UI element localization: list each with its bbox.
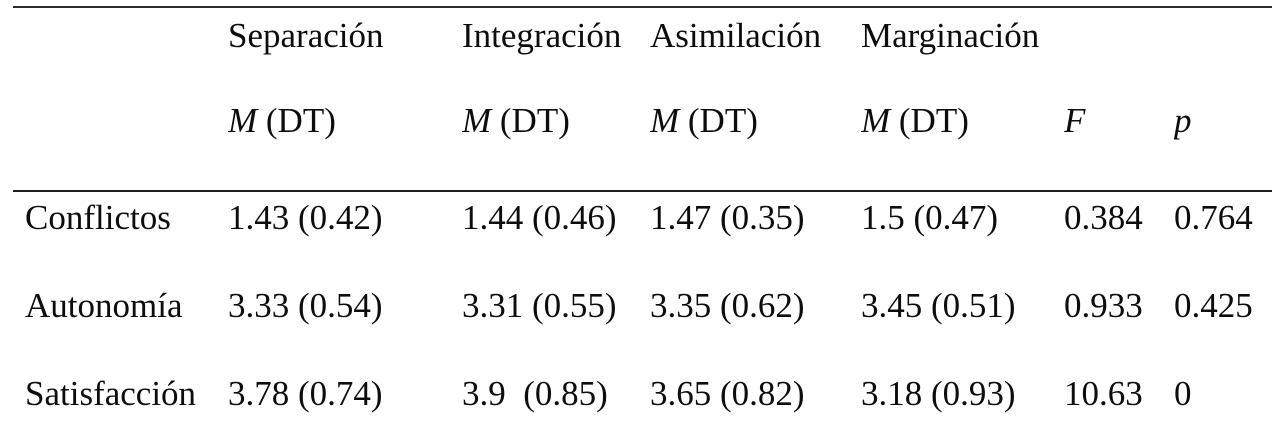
cell-value: 1.47 (0.35): [650, 198, 805, 237]
p-value-symbol: p: [1174, 101, 1192, 140]
column-header-marginacion: Marginación: [861, 16, 1040, 55]
f-statistic-symbol: F: [1064, 101, 1086, 140]
cell-value: 3.18 (0.93): [861, 374, 1016, 413]
stat-header-m-dt: M (DT): [861, 93, 1064, 192]
cell-value: 3.78 (0.74): [228, 374, 383, 413]
stat-header-m-dt: M (DT): [228, 93, 462, 192]
row-label: Satisfacción: [25, 374, 197, 413]
dt-label: (DT): [491, 101, 570, 140]
corner-cell: [13, 7, 228, 93]
cell-value: 3.65 (0.82): [650, 374, 805, 413]
column-header-asimilacion: Asimilación: [650, 16, 822, 55]
row-label: Autonomía: [25, 286, 183, 325]
cell-f-value: 10.63: [1064, 374, 1143, 413]
cell-p-value: 0.764: [1174, 198, 1253, 237]
cell-f-value: 0.933: [1064, 286, 1143, 325]
table-row-conflictos: Conflictos 1.43 (0.42) 1.44 (0.46) 1.47 …: [13, 191, 1272, 280]
cell-p-value: 0.425: [1174, 286, 1253, 325]
mean-symbol: M: [228, 101, 258, 140]
cell-value: 3.45 (0.51): [861, 286, 1016, 325]
table-row-autonomia: Autonomía 3.33 (0.54) 3.31 (0.55) 3.35 (…: [13, 280, 1272, 368]
mean-symbol: M: [462, 101, 492, 140]
dt-label: (DT): [890, 101, 969, 140]
row-label: Conflictos: [25, 198, 171, 237]
cell-value: 3.35 (0.62): [650, 286, 805, 325]
table-row-satisfaccion: Satisfacción 3.78 (0.74) 3.9 (0.85) 3.65…: [13, 368, 1272, 428]
column-header-integracion: Integración: [462, 16, 622, 55]
empty-header-cell: [1064, 7, 1174, 93]
cell-value: 3.33 (0.54): [228, 286, 383, 325]
anova-results-table: Separación Integración Asimilación Margi…: [13, 6, 1272, 428]
column-header-separacion: Separación: [228, 16, 384, 55]
cell-value: 3.9 (0.85): [462, 374, 608, 413]
stat-header-p: p: [1174, 93, 1272, 192]
cell-p-value: 0: [1174, 374, 1192, 413]
stat-header-f: F: [1064, 93, 1174, 192]
dt-label: (DT): [679, 101, 758, 140]
cell-value: 1.43 (0.42): [228, 198, 383, 237]
stat-header-m-dt: M (DT): [462, 93, 650, 192]
cell-value: 1.44 (0.46): [462, 198, 617, 237]
dt-label: (DT): [257, 101, 336, 140]
mean-symbol: M: [650, 101, 680, 140]
mean-symbol: M: [861, 101, 891, 140]
stat-header-m-dt: M (DT): [650, 93, 861, 192]
corner-cell: [13, 93, 228, 192]
cell-f-value: 0.384: [1064, 198, 1143, 237]
empty-header-cell: [1174, 7, 1272, 93]
group-header-row: Separación Integración Asimilación Margi…: [13, 7, 1272, 93]
cell-value: 3.31 (0.55): [462, 286, 617, 325]
cell-value: 1.5 (0.47): [861, 198, 999, 237]
stat-header-row: M (DT) M (DT) M (DT) M (DT) F p: [13, 93, 1272, 192]
